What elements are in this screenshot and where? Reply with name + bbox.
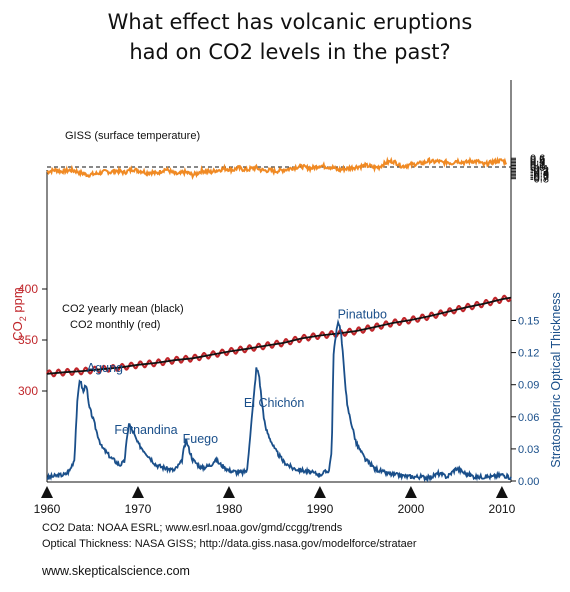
left-axis-tick-label: 300 (18, 384, 38, 398)
legend-co2-monthly: CO2 monthly (red) (70, 319, 160, 331)
x-axis-tick-marker (495, 486, 508, 498)
x-axis-tick-label: 1960 (34, 502, 61, 516)
credit: www.skepticalscience.com (41, 564, 190, 578)
legend-co2-yearly: CO2 yearly mean (black) (62, 303, 184, 315)
right-axis-temp-tick-label: 0.6 (530, 153, 545, 165)
right-axis-temp-tick-label: -0.2 (530, 165, 549, 177)
right-axis-temp-tick-label: -0.4 (530, 168, 549, 180)
tick-marks: 300 350 400 0.60.50.40.30.20.10.0-0.1-0.2-0… (18, 153, 549, 516)
right-axis-temp-tick-label: -0.1 (530, 163, 549, 175)
right-axis-temp-tick-label: 0.3 (530, 158, 545, 170)
x-axis-tick-label: 1990 (307, 502, 334, 516)
right-axis-temp-tick-label: -0.3 (530, 166, 549, 178)
right-axis-temp-tick-label: 0.4 (530, 156, 545, 168)
series-optical-thickness (46, 318, 512, 483)
legend-giss: GISS (surface temperature) (65, 130, 200, 142)
volcano-label: El Chichón (244, 396, 304, 410)
x-axis-tick-label: 2010 (489, 502, 516, 516)
right-axis-temp-tick-label: 0.1 (530, 161, 545, 173)
right-axis-optical-tick-label: 0.06 (518, 412, 539, 424)
x-axis-tick-label: 1980 (216, 502, 243, 516)
x-axis-tick-label: 2000 (398, 502, 425, 516)
axes (46, 80, 512, 483)
x-axis-tick-marker (131, 486, 144, 498)
chart-title-line-1: What effect has volcanic eruptions (108, 10, 473, 34)
chart-title-line-2: had on CO2 levels in the past? (129, 40, 450, 64)
right-axis-optical-tick-label: 0.12 (518, 348, 539, 360)
right-axis-temp-tick-label: -0.6 (530, 171, 549, 183)
right-axis-optical-tick-label: 0.03 (518, 444, 539, 456)
series-layer: Agung Fernandina Fuego El Chichón Pinatubo (45, 156, 512, 483)
x-axis-tick-marker (41, 486, 53, 498)
right-axis-temp-tick-label: 0.0 (530, 162, 545, 174)
right-axis-label: Stratospheric Optical Thickness (549, 292, 563, 468)
left-axis-tick-label: 400 (18, 282, 38, 296)
series-co2-yearly (46, 296, 512, 375)
source-optical: Optical Thickness: NASA GISS; http://dat… (42, 538, 417, 550)
series-giss-temperature (46, 156, 508, 180)
left-axis-label: CO2 ppm (10, 287, 28, 340)
x-axis-tick-label: 1970 (125, 502, 152, 516)
right-axis-temp-tick-label: -0.7 (530, 172, 549, 184)
right-axis-temp-tick-label: 0.5 (530, 155, 545, 167)
x-axis-tick-marker (404, 486, 417, 498)
volcano-label: Agung (87, 361, 123, 375)
x-axis-tick-marker (222, 486, 235, 498)
right-axis-optical-tick-label: 0.09 (518, 380, 539, 392)
x-axis-tick-marker (313, 486, 326, 498)
volcano-label: Pinatubo (338, 308, 387, 322)
right-axis-optical-tick-label: 0.15 (518, 316, 539, 328)
right-axis-temp-tick-label: 0.2 (530, 159, 545, 171)
right-axis-optical-tick-label: 0.00 (518, 476, 539, 488)
right-axis-temp-tick-label: -0.8 (530, 174, 549, 186)
right-axis-temp-tick-label: -0.5 (530, 169, 549, 181)
volcano-label: Fernandina (114, 423, 177, 437)
left-axis-tick-label: 350 (18, 333, 38, 347)
volcano-label: Fuego (183, 432, 218, 446)
source-co2: CO2 Data: NOAA ESRL; www.esrl.noaa.gov/g… (42, 522, 343, 534)
